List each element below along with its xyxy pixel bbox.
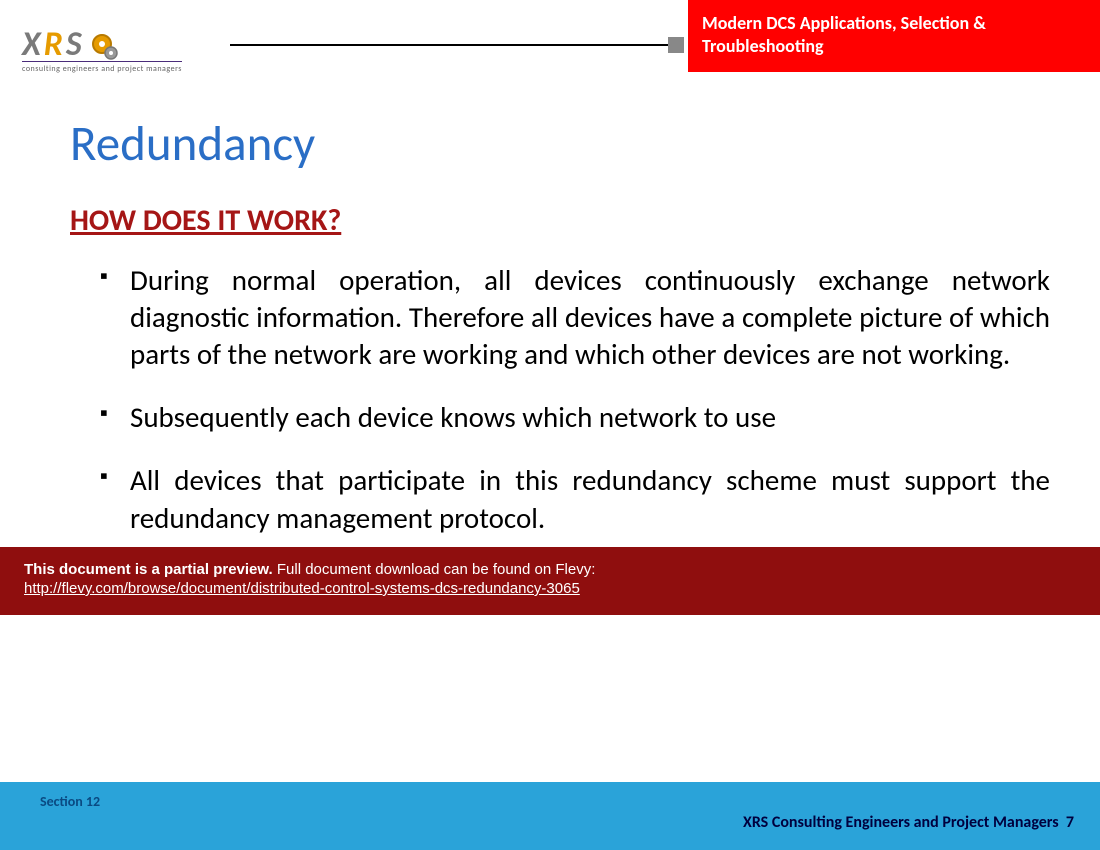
preview-bold-text: This document is a partial preview. [24,561,273,578]
list-item: Subsequently each device knows which net… [100,399,1050,436]
header-divider-cap [668,37,684,53]
logo-x: X [22,24,42,65]
preview-link[interactable]: http://flevy.com/browse/document/distrib… [24,580,580,597]
footer-credit-text: XRS Consulting Engineers and Project Man… [743,813,1059,832]
bullet-list: During normal operation, all devices con… [100,262,1050,563]
slide-title: Redundancy [70,114,315,174]
preview-notice-bar: This document is a partial preview. Full… [0,547,1100,615]
logo-r: R [44,24,64,65]
header-banner: Modern DCS Applications, Selection & Tro… [688,0,1100,72]
footer-section-label: Section 12 [40,793,100,810]
header-divider-line [230,44,670,46]
list-item: All devices that participate in this red… [100,462,1050,536]
footer-bar: Section 12 XRS Consulting Engineers and … [0,782,1100,850]
slide-subtitle: HOW DOES IT WORK? [70,202,341,239]
footer-page-number: 7 [1066,813,1074,832]
logo-s: S [66,24,83,65]
brand-logo: XRS consulting engineers and project man… [22,24,182,86]
list-item: During normal operation, all devices con… [100,262,1050,373]
header-banner-text: Modern DCS Applications, Selection & Tro… [702,12,986,57]
preview-rest-text: Full document download can be found on F… [273,561,596,578]
gear-icon [89,30,119,60]
footer-credit: XRS Consulting Engineers and Project Man… [734,813,1074,834]
logo-letters: XRS [22,24,182,65]
